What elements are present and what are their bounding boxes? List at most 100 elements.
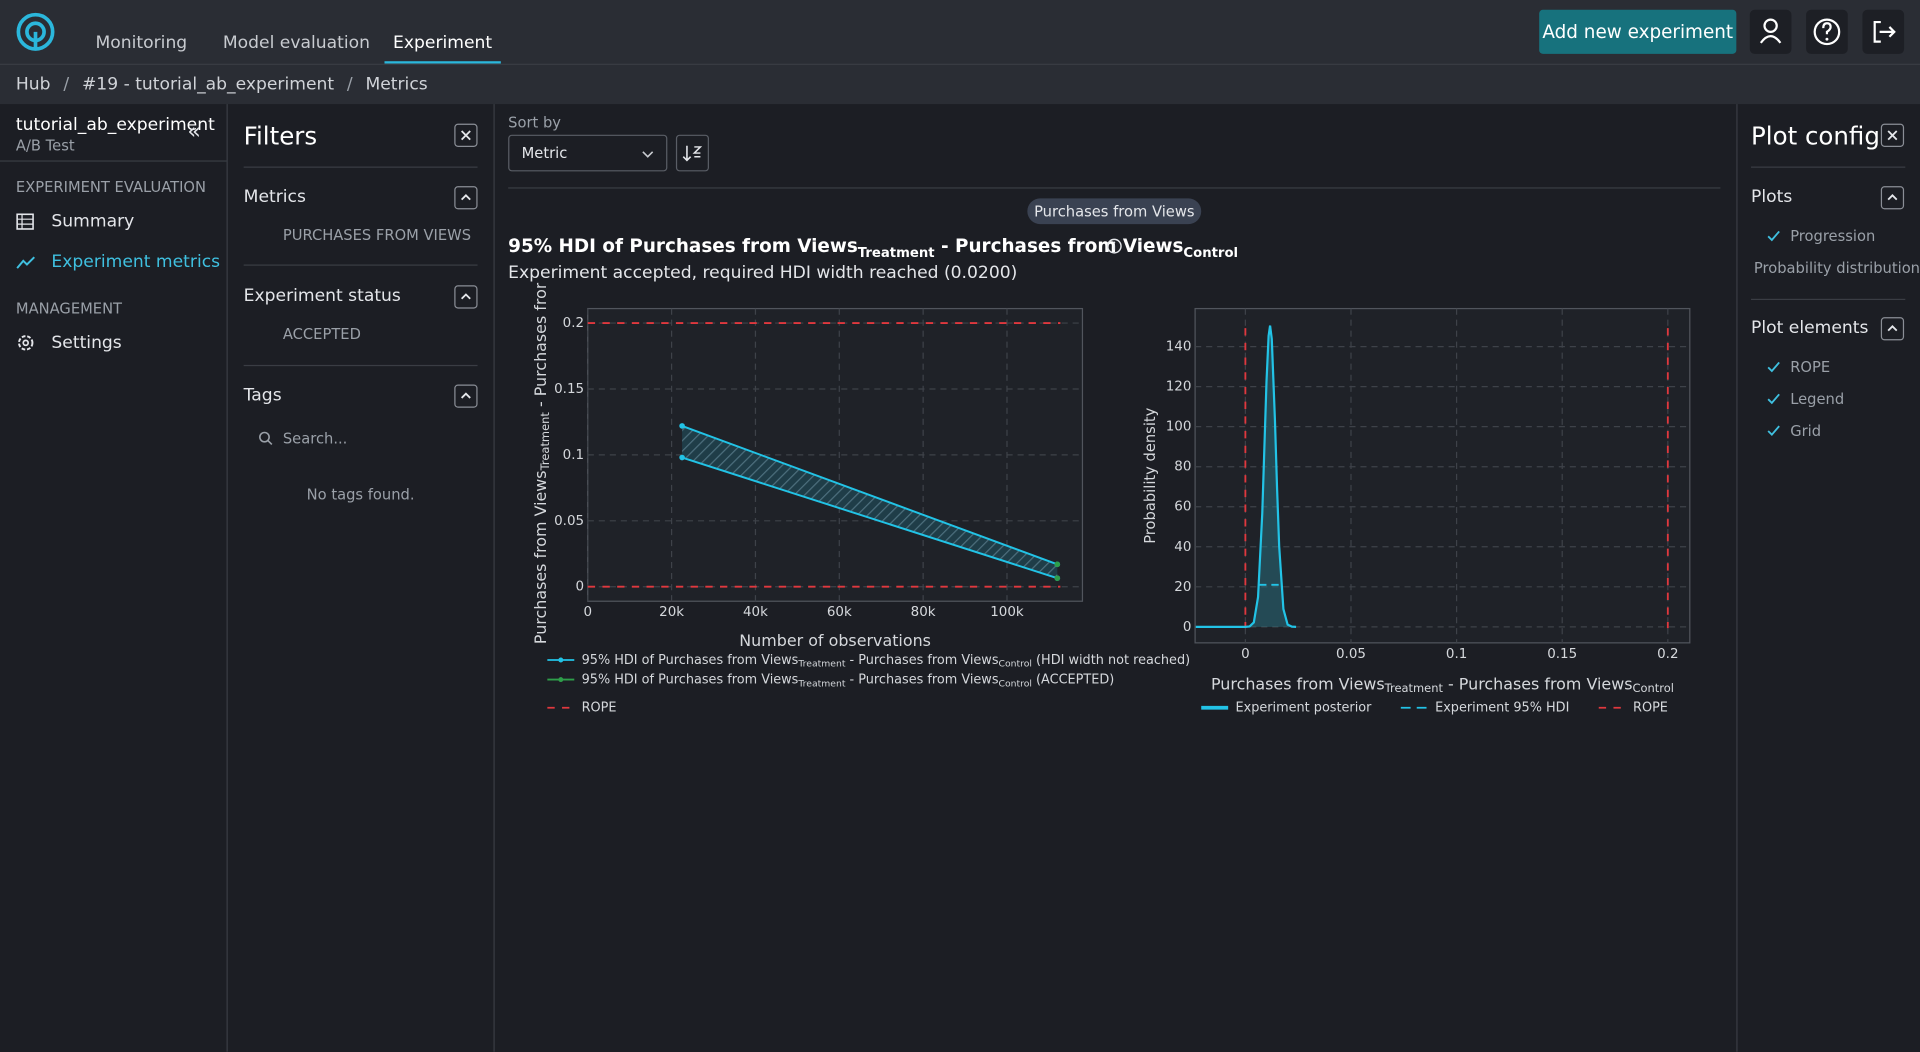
y-tick-label: 140	[1166, 340, 1192, 355]
breadcrumb: Metrics	[365, 74, 428, 95]
hdi-point	[679, 454, 685, 461]
heading-subscript: Treatment	[857, 244, 935, 261]
x-axis-label: Number of observations	[739, 631, 931, 650]
x-tick-label: 0	[1241, 647, 1250, 662]
x-tick-label: 60k	[827, 605, 852, 620]
nav-tab[interactable]: Monitoring	[95, 33, 188, 53]
filter-option[interactable]: PURCHASES FROM VIEWS	[282, 226, 472, 244]
breadcrumb[interactable]: Hub	[15, 74, 51, 95]
separator: /	[346, 74, 353, 95]
collapse-button[interactable]	[1880, 186, 1905, 210]
y-tick-label: 0.15	[554, 382, 584, 397]
checkmark	[1767, 425, 1780, 437]
sidebar-item[interactable]: Summary	[51, 211, 135, 232]
user-button[interactable]	[1749, 9, 1792, 54]
empty-message: No tags found.	[306, 486, 415, 504]
close-button[interactable]	[1880, 123, 1905, 147]
y-tick-label: 100	[1166, 420, 1192, 435]
filter-group-title: Metrics	[243, 187, 306, 207]
x-tick-label: 100k	[990, 605, 1024, 620]
config-option-label: ROPE	[1790, 358, 1831, 376]
config-option[interactable]: Grid	[1751, 415, 1920, 447]
config-option-label: Probability distribution	[1753, 259, 1920, 277]
hdi-point	[679, 423, 685, 429]
collapse-sidebar[interactable]: «	[187, 118, 201, 145]
config-option[interactable]: ROPE	[1751, 351, 1920, 383]
label-part: (ACCEPTED)	[1032, 672, 1114, 687]
project-name: tutorial_ab_experiment	[15, 115, 215, 135]
config-group-title: Plots	[1751, 187, 1793, 207]
info-icon[interactable]	[1106, 238, 1123, 255]
divider	[1736, 104, 1738, 1052]
config-group-title: Plot elements	[1751, 318, 1869, 338]
label-part: - Purchases from Views	[845, 672, 998, 687]
y-tick-label: 0.05	[554, 514, 584, 529]
plot-config-title: Plot config	[1751, 121, 1880, 151]
breadcrumbs: Hub / #19 - tutorial_ab_experiment / Met…	[16, 76, 428, 93]
x-tick-label: 40k	[743, 605, 768, 620]
sort-select[interactable]: Metric	[508, 134, 668, 172]
collapse-button[interactable]	[454, 285, 478, 309]
checkmark	[1767, 230, 1780, 242]
add-experiment-button[interactable]: Add new experiment	[1539, 9, 1737, 54]
filter-option[interactable]: ACCEPTED	[282, 325, 361, 343]
x-tick-label: 0	[583, 605, 592, 620]
close-button[interactable]	[454, 123, 478, 147]
divider	[493, 104, 495, 1052]
collapse-button[interactable]	[1880, 317, 1905, 341]
legend-label: Experiment 95% HDI	[1435, 700, 1569, 715]
sidebar-item[interactable]: Experiment metrics	[51, 252, 221, 272]
config-option-label: Legend	[1790, 390, 1845, 408]
sort-label: Sort by	[508, 113, 561, 132]
y-tick-label: 0	[576, 580, 585, 595]
legend-swatch-dot	[558, 677, 564, 683]
help-button[interactable]	[1806, 9, 1848, 54]
breadcrumb-bar	[0, 63, 1920, 105]
section-title: EXPERIMENT EVALUATION	[15, 178, 207, 196]
config-list: Progression Probability distribution	[1751, 220, 1920, 284]
checkmark	[1767, 393, 1780, 405]
divider	[1751, 166, 1906, 168]
sort-value: Metric	[521, 144, 568, 162]
x-tick-label: 0.2	[1657, 647, 1678, 662]
divider	[243, 264, 478, 266]
nav-tab[interactable]: Model evaluation	[222, 33, 370, 53]
chevron	[642, 151, 654, 158]
logo[interactable]	[15, 11, 57, 53]
metric-chip[interactable]: Purchases from Views	[1027, 198, 1202, 225]
tag-search[interactable]: Search...	[282, 429, 348, 447]
sort-direction-button[interactable]	[675, 134, 709, 172]
hdi-point	[1054, 561, 1061, 568]
nav-tab[interactable]: Experiment	[393, 33, 493, 53]
label-part: 95% HDI of Purchases from Views	[582, 672, 799, 687]
x-tick-label: 80k	[911, 605, 936, 620]
config-option[interactable]: Progression	[1751, 220, 1920, 252]
filter-group-title: Experiment status	[243, 286, 401, 307]
label-part: Purchases from Views	[531, 470, 550, 644]
sidebar-item[interactable]: Settings	[51, 333, 122, 353]
divider	[243, 364, 478, 367]
filters-title: Filters	[243, 121, 318, 151]
legend-label: ROPE	[582, 700, 617, 715]
y-tick-label: 0.2	[563, 316, 584, 331]
separator: /	[63, 74, 70, 95]
summary-icon	[16, 213, 34, 230]
label-part: Purchases from Views	[1211, 674, 1385, 693]
status-message: Experiment accepted, required HDI width …	[508, 263, 1018, 283]
config-option[interactable]: Probability distribution	[1751, 252, 1920, 284]
metrics-icon	[16, 256, 35, 269]
subscript: Control	[1632, 681, 1673, 695]
x-tick-label: 0.1	[1446, 647, 1467, 662]
collapse-button[interactable]	[454, 384, 478, 408]
hdi-band	[682, 425, 1058, 579]
logout-button[interactable]	[1862, 9, 1905, 54]
divider	[243, 166, 478, 168]
divider	[0, 160, 227, 162]
collapse-button[interactable]	[454, 186, 478, 210]
config-option[interactable]: Legend	[1751, 383, 1920, 415]
plot-area	[587, 307, 1084, 602]
breadcrumb[interactable]: #19 - tutorial_ab_experiment	[81, 74, 335, 95]
y-tick-label: 40	[1174, 540, 1191, 555]
